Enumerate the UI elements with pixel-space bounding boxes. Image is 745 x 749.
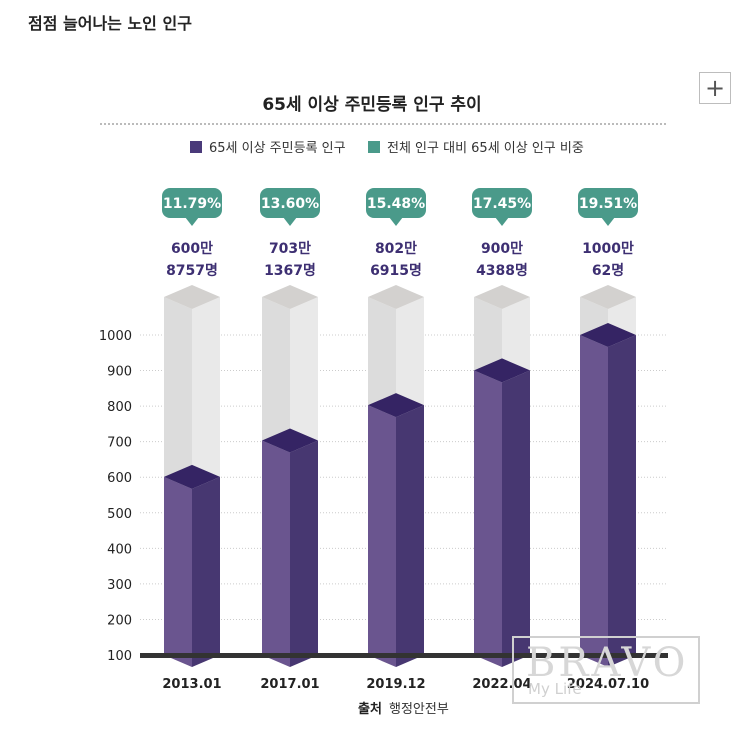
x-tick-label: 2024.07.10 [567, 677, 649, 692]
bar-top [580, 322, 636, 347]
bar-side [502, 370, 530, 667]
bar-side [396, 405, 424, 667]
y-tick-label: 800 [107, 400, 132, 415]
page-heading: 점점 늘어나는 노인 인구 [28, 14, 192, 33]
watermark-sub: My Life [528, 680, 582, 698]
baseline [140, 653, 668, 658]
y-tick-label: 1000 [99, 329, 132, 344]
value-label-line2: 4388명 [476, 262, 528, 279]
percent-bubble-pointer [495, 217, 509, 226]
bar-side [192, 476, 220, 667]
bar-front [164, 476, 192, 667]
value-label-line2: 1367명 [264, 262, 316, 279]
value-label-line1: 1000만 [582, 241, 634, 257]
x-tick-label: 2017.01 [260, 677, 319, 692]
percent-bubble-pointer [389, 217, 403, 226]
source-label: 출처 [358, 701, 382, 717]
plus-icon: + [704, 74, 726, 102]
x-tick-label: 2019.12 [366, 677, 425, 692]
bar-top [368, 393, 424, 418]
value-label-line1: 703만 [269, 241, 311, 257]
percent-bubble [260, 188, 320, 218]
value-label-line2: 62명 [592, 262, 624, 279]
percent-bubble [366, 188, 426, 218]
ghost-bar-top [474, 285, 530, 309]
chart-title: 65세 이상 주민등록 인구 추이 [262, 95, 481, 115]
y-tick-label: 500 [107, 507, 132, 522]
value-label-line1: 802만 [375, 241, 417, 257]
percent-bubble [472, 188, 532, 218]
bar-front [474, 370, 502, 667]
y-tick-label: 700 [107, 436, 132, 451]
legend-swatch-population [190, 141, 202, 153]
value-label-line2: 8757명 [166, 262, 218, 279]
source-text: 행정안전부 [389, 701, 449, 717]
legend-swatch-ratio [368, 141, 380, 153]
watermark-main: BRAVO [526, 640, 689, 686]
percent-label: 17.45% [473, 196, 531, 212]
x-tick-label: 2013.01 [162, 677, 221, 692]
percent-bubble-pointer [601, 217, 615, 226]
bar-top [164, 464, 220, 489]
watermark-logo: BRAVO My Life [512, 636, 700, 704]
y-tick-label: 300 [107, 578, 132, 593]
bar-side [290, 440, 318, 667]
ghost-bar-top [580, 285, 636, 309]
bar-front [580, 334, 608, 667]
percent-bubble-pointer [283, 217, 297, 226]
percent-label: 13.60% [261, 196, 319, 212]
percent-bubble [578, 188, 638, 218]
ghost-bar-top [368, 285, 424, 309]
value-label-line2: 6915명 [370, 262, 422, 279]
value-label-line1: 600만 [171, 241, 213, 257]
y-tick-label: 100 [107, 649, 132, 664]
value-label-line1: 900만 [481, 241, 523, 257]
bar-front [262, 440, 290, 667]
legend-label-ratio: 전체 인구 대비 65세 이상 인구 비중 [387, 141, 584, 156]
ghost-bar-top [262, 285, 318, 309]
percent-bubble-pointer [185, 217, 199, 226]
y-tick-label: 600 [107, 471, 132, 486]
x-tick-label: 2022.04 [472, 677, 531, 692]
y-tick-label: 400 [107, 542, 132, 557]
percent-label: 11.79% [163, 196, 221, 212]
percent-label: 15.48% [367, 196, 425, 212]
bar-side [608, 334, 636, 667]
bar-top [262, 428, 318, 453]
ghost-bar-top [164, 285, 220, 309]
y-tick-label: 900 [107, 365, 132, 380]
expand-button[interactable]: + [699, 72, 731, 104]
legend-label-population: 65세 이상 주민등록 인구 [209, 141, 346, 156]
bar-top [474, 358, 530, 383]
y-tick-label: 200 [107, 613, 132, 628]
percent-label: 19.51% [579, 196, 637, 212]
percent-bubble [162, 188, 222, 218]
bar-front [368, 405, 396, 667]
